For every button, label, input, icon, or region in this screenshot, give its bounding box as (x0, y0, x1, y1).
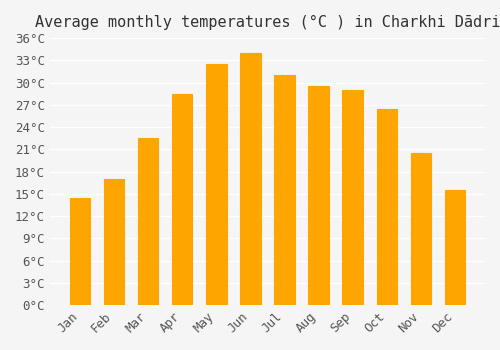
Bar (206, 64, 227, 305)
Bar (342, 90, 363, 305)
Bar (376, 108, 397, 305)
Bar (410, 153, 431, 305)
Bar (274, 75, 294, 305)
Bar (70, 197, 90, 305)
Bar (104, 179, 124, 305)
Bar (445, 190, 465, 305)
Bar (172, 94, 193, 305)
Bar (138, 138, 158, 305)
Bar (240, 53, 260, 305)
Bar (308, 86, 329, 305)
Title: Average monthly temperatures (°C ) in Charkhi Dādri: Average monthly temperatures (°C ) in Ch… (34, 15, 500, 30)
